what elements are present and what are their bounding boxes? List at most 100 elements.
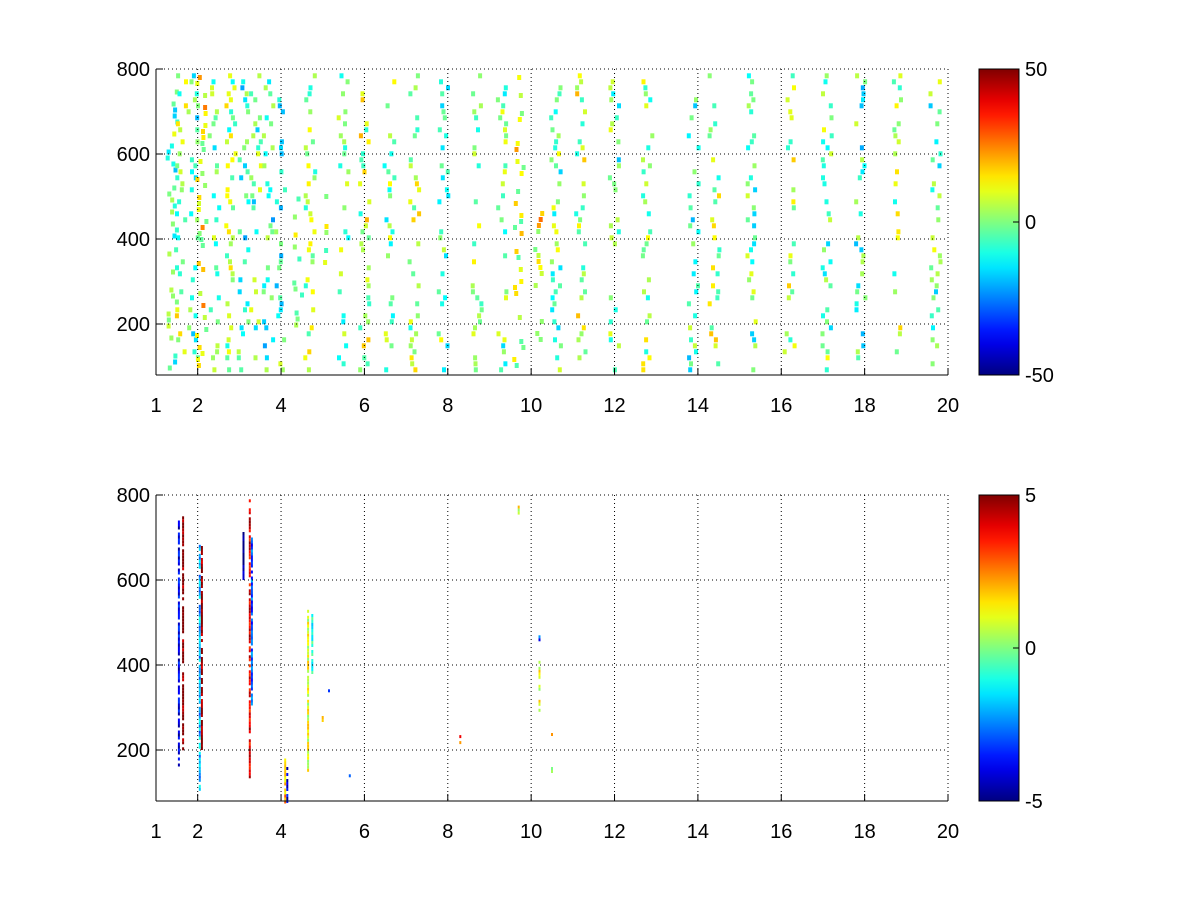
heat-cell	[198, 727, 201, 731]
heat-cell	[688, 223, 693, 229]
heat-cell	[389, 343, 394, 349]
heat-cell	[267, 79, 272, 85]
heat-cell	[931, 325, 935, 331]
heat-cell	[243, 97, 248, 103]
heat-cell	[231, 205, 235, 211]
heat-cell	[182, 585, 185, 589]
heat-cell	[580, 205, 585, 211]
heat-cell	[177, 718, 180, 722]
heat-cell	[198, 760, 201, 764]
heat-cell	[198, 586, 201, 590]
heat-cell	[198, 664, 201, 668]
heat-cell	[182, 678, 185, 682]
heat-cell	[828, 103, 833, 109]
heat-cell	[555, 199, 560, 205]
heat-cell	[608, 331, 613, 337]
heat-cell	[198, 613, 201, 617]
heat-cell	[177, 697, 180, 701]
heat-cell	[248, 673, 251, 677]
heat-cell	[645, 295, 650, 301]
heat-cell	[308, 211, 313, 217]
heat-cell	[198, 718, 201, 722]
heat-cell	[198, 730, 201, 734]
heat-cell	[200, 630, 203, 633]
heat-cell	[307, 711, 310, 715]
heat-cell	[191, 331, 196, 337]
heat-cell	[365, 277, 370, 283]
heat-cell	[198, 622, 201, 626]
heat-cell	[791, 205, 796, 211]
heat-cell	[551, 205, 556, 211]
heat-cell	[821, 139, 826, 145]
heat-cell	[336, 115, 341, 121]
heat-cell	[550, 307, 555, 313]
heat-cell	[197, 195, 202, 200]
heat-cell	[417, 187, 422, 193]
heat-cell	[177, 706, 180, 710]
heat-cell	[248, 748, 251, 752]
x-tick-label: 10	[520, 821, 542, 843]
heat-cell	[307, 349, 312, 355]
heat-cell	[577, 139, 582, 145]
heat-cell	[200, 633, 203, 636]
heat-cell	[311, 629, 314, 632]
heat-cell	[203, 111, 208, 116]
heat-cell	[310, 259, 315, 265]
heat-cell	[608, 295, 613, 301]
heat-cell	[502, 91, 507, 97]
heat-cell	[825, 355, 830, 361]
heat-cell	[608, 319, 613, 325]
heat-cell	[439, 79, 443, 85]
heat-cell	[366, 295, 371, 301]
heat-cell	[200, 351, 205, 356]
heat-cell	[246, 319, 251, 325]
heat-cell	[821, 91, 825, 97]
heat-cell	[646, 145, 651, 151]
heat-cell	[388, 301, 393, 307]
heat-cell	[182, 627, 185, 631]
heat-cell	[558, 85, 563, 91]
heat-cell	[198, 592, 201, 596]
heat-cell	[552, 211, 557, 217]
heat-cell	[197, 75, 202, 80]
heat-cell	[822, 127, 826, 133]
heat-cell	[441, 109, 446, 115]
heat-cell	[516, 255, 521, 260]
heat-cell	[248, 715, 251, 719]
heat-cell	[750, 79, 755, 85]
heat-cell	[184, 79, 188, 85]
heat-cell	[191, 73, 196, 79]
heat-cell	[440, 301, 445, 307]
heat-cell	[553, 289, 558, 295]
heat-cell	[929, 265, 934, 271]
heat-cell	[608, 337, 613, 343]
heat-cell	[250, 193, 255, 199]
heat-cell	[279, 151, 284, 157]
heat-cell	[264, 115, 269, 121]
heat-cell	[200, 552, 203, 555]
heat-cell	[311, 635, 314, 638]
heat-cell	[441, 247, 446, 253]
heat-cell	[931, 295, 936, 301]
heat-cell	[713, 337, 718, 343]
heat-cell	[200, 609, 203, 612]
heat-cell	[249, 307, 254, 313]
heat-cell	[361, 343, 366, 349]
x-tick-label: 12	[603, 821, 625, 843]
heat-cell	[607, 175, 612, 181]
heat-cell	[538, 660, 541, 664]
heat-cell	[177, 703, 180, 707]
heat-cell	[200, 729, 203, 732]
heat-cell	[182, 630, 185, 634]
heat-cell	[308, 109, 313, 115]
heat-cell	[200, 738, 203, 741]
heat-cell	[473, 361, 478, 367]
heat-cell	[250, 543, 253, 547]
heat-cell	[519, 111, 524, 116]
heat-cell	[177, 631, 180, 635]
heat-cell	[557, 367, 562, 373]
heat-cell	[284, 779, 287, 783]
heat-cell	[245, 103, 250, 109]
heat-cell	[245, 139, 249, 145]
heat-cell	[182, 690, 185, 694]
